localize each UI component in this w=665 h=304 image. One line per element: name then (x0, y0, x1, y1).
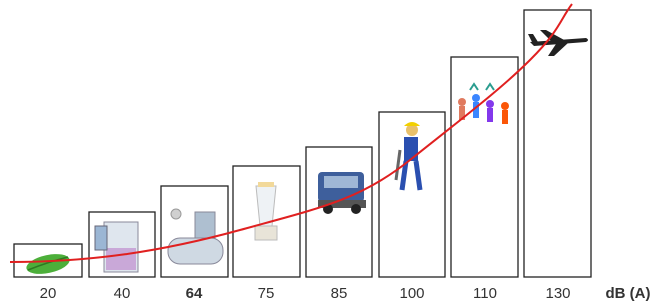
level-label: 64 (186, 285, 203, 302)
level-label: 75 (258, 285, 275, 302)
level-label: 130 (545, 285, 570, 302)
level-box (379, 112, 445, 277)
level-label: 40 (114, 285, 131, 302)
noise-level-diagram: 20 40 64 75 85 100 110 130 dB (A) (0, 0, 665, 304)
level-box (306, 147, 372, 277)
level-label: 100 (399, 285, 424, 302)
level-label: 20 (40, 285, 57, 302)
level-box (451, 57, 518, 277)
unit-label: dB (A) (606, 285, 651, 302)
level-label: 85 (331, 285, 348, 302)
blender-icon (255, 182, 277, 240)
level-label: 110 (473, 285, 497, 302)
